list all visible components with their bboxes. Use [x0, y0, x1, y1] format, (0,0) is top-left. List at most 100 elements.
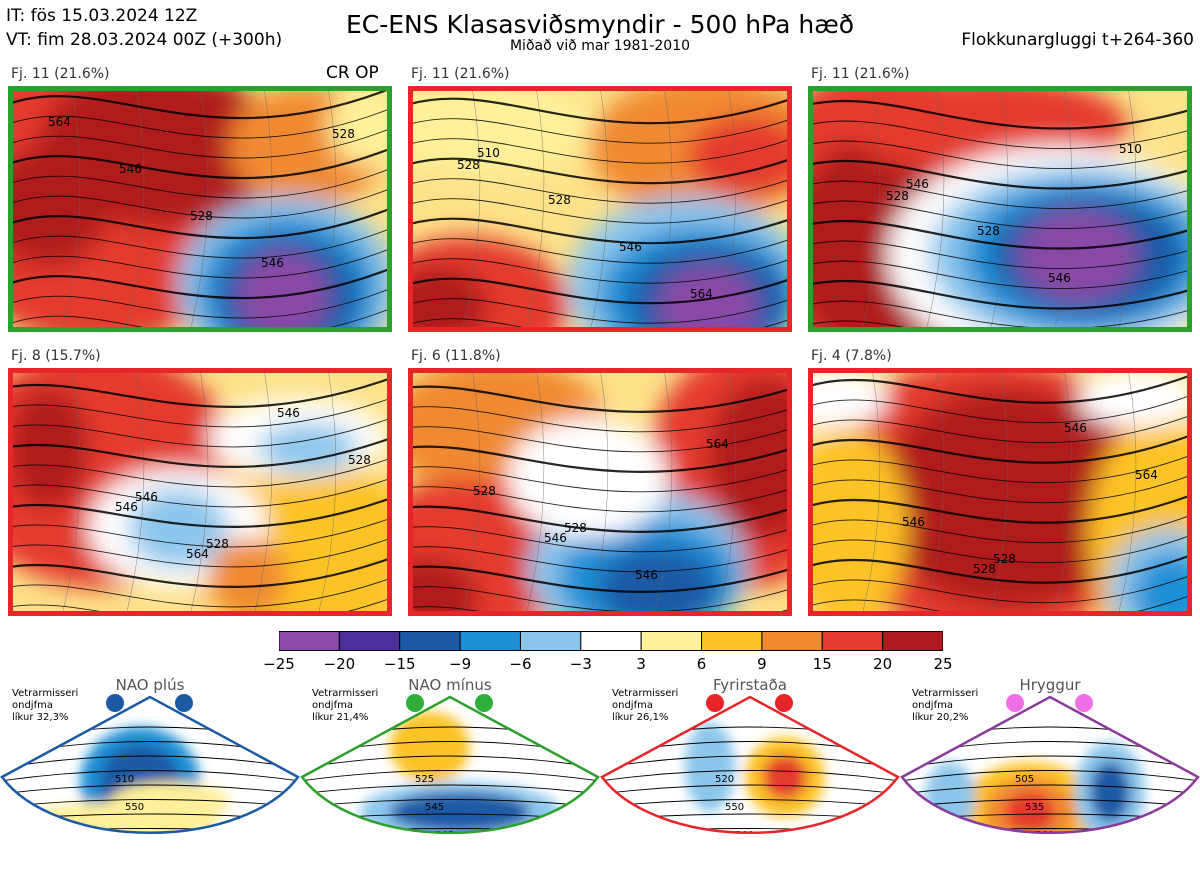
cluster-map-6: 528 546 564 546 528	[808, 368, 1192, 616]
cluster-map-3: 546 528 546 510 528	[808, 86, 1192, 332]
regime-map: 525 545 565	[300, 695, 600, 841]
contour-label: 528	[973, 562, 996, 576]
regime-probability-note: Vetrarmisseri ondjfma líkur 20,2%	[912, 688, 979, 723]
cluster-map-4: 546 528 546 528 546 564	[8, 368, 392, 616]
contour-label: 546	[635, 568, 658, 582]
contour-label: 546	[119, 162, 142, 176]
contour-label: 546	[544, 531, 567, 545]
colorbar-swatch	[338, 631, 401, 651]
page-subtitle: Miðað við mar 1981-2010	[509, 38, 691, 54]
colorbar-tick-label: −15	[383, 655, 416, 673]
regime-map: 505 535 560	[900, 695, 1200, 841]
contour-label: 546	[135, 490, 158, 504]
contour-label: 528	[977, 224, 1000, 238]
colorbar-tick-label: 20	[873, 655, 893, 673]
regime-contour-label: 535	[1025, 802, 1044, 813]
cluster-map-5: 528 546 564 528 546	[408, 368, 792, 616]
contour-label: 528	[886, 189, 909, 203]
contour-label: 528	[548, 193, 571, 207]
regime-contour-label: 510	[115, 774, 134, 785]
panel-1-label: Fj. 11 (21.6%)	[11, 66, 110, 82]
colorbar-swatch	[640, 631, 703, 651]
contour-label: 528	[332, 127, 355, 141]
regime-probability-note: Vetrarmisseri ondjfma líkur 32,3%	[12, 688, 79, 723]
contour-label: 546	[277, 406, 300, 420]
colorbar-tick-label: −3	[569, 655, 592, 673]
regime-contour-label: 505	[1015, 774, 1034, 785]
regime-probability-note: Vetrarmisseri ondjfma líkur 21,4%	[312, 688, 379, 723]
contour-label: 528	[564, 521, 587, 535]
regime-contour-label: 550	[725, 802, 744, 813]
contour-label: 546	[1048, 271, 1071, 285]
anomaly-colorbar	[279, 631, 943, 651]
valid-time-label: VT: fim 28.03.2024 00Z (+300h)	[6, 30, 283, 50]
classification-window-label: Flokkunargluggi t+264-360	[961, 30, 1194, 50]
colorbar-tick-label: −20	[323, 655, 356, 673]
contour-label: 510	[477, 146, 500, 160]
regime-marker-dot	[175, 694, 193, 712]
contour-label: 546	[115, 500, 138, 514]
panel-5-label: Fj. 6 (11.8%)	[411, 348, 501, 364]
contour-label: 528	[457, 158, 480, 172]
colorbar-swatch	[279, 631, 340, 651]
contour-label: 546	[1064, 421, 1087, 435]
colorbar-swatch	[459, 631, 521, 651]
regime-title: Hryggur	[1019, 676, 1081, 694]
regime-contour-label: 560	[735, 830, 754, 841]
contour-label: 564	[48, 115, 71, 129]
colorbar-tick-label: 15	[812, 655, 832, 673]
colorbar-swatch	[580, 631, 642, 651]
regime-marker-dot	[475, 694, 493, 712]
panel-1-extra-label: CR OP	[326, 63, 379, 83]
regime-map: 510 550	[0, 695, 300, 835]
regime-contour-label: 550	[125, 802, 144, 813]
regime-contour-label: 565	[435, 830, 454, 841]
colorbar-tick-label: −9	[449, 655, 472, 673]
colorbar-swatch	[821, 631, 884, 651]
colorbar-swatch	[882, 631, 943, 651]
regime-title: NAO mínus	[408, 676, 492, 694]
regime-map: 520 550 560	[600, 695, 900, 841]
regime-marker-dot	[775, 694, 793, 712]
regime-contour-label: 525	[415, 774, 434, 785]
regime-marker-dot	[1006, 694, 1024, 712]
colorbar-tick-label: 3	[636, 655, 646, 673]
contour-label: 564	[1135, 468, 1158, 482]
regime-contour-label: 545	[425, 802, 444, 813]
contour-label: 546	[619, 240, 642, 254]
panel-2-label: Fj. 11 (21.6%)	[411, 66, 510, 82]
contour-label: 510	[1119, 142, 1142, 156]
panel-3-label: Fj. 11 (21.6%)	[811, 66, 910, 82]
regime-marker-dot	[706, 694, 724, 712]
panel-4-label: Fj. 8 (15.7%)	[11, 348, 101, 364]
regime-marker-dot	[406, 694, 424, 712]
colorbar-tick-label: −6	[509, 655, 532, 673]
colorbar-swatch	[701, 631, 763, 651]
colorbar-tick-label: −25	[263, 655, 295, 673]
contour-label: 564	[186, 547, 209, 561]
regime-marker-dot	[106, 694, 124, 712]
regime-contour-label: 520	[715, 774, 734, 785]
panel-6-label: Fj. 4 (7.8%)	[811, 348, 892, 364]
initial-time-label: IT: fös 15.03.2024 12Z	[6, 6, 198, 26]
cluster-map-1: 564 546 528 546 528	[8, 86, 392, 332]
regime-title: NAO plús	[115, 676, 185, 694]
colorbar-tick-label: 6	[696, 655, 707, 673]
contour-label: 546	[906, 177, 929, 191]
contour-label: 528	[993, 552, 1016, 566]
page-title: EC-ENS Klasasviðsmyndir - 500 hPa hæð	[345, 10, 855, 39]
colorbar-tick-label: 9	[757, 655, 767, 673]
contour-label: 528	[190, 209, 213, 223]
contour-label: 546	[902, 515, 925, 529]
cluster-map-2: 510 528 546 564 528	[408, 86, 792, 332]
anomaly-field: 528 546 564 546 528	[808, 368, 1192, 616]
colorbar-swatch	[761, 631, 823, 651]
contour-label: 564	[690, 287, 713, 301]
regime-marker-dot	[1075, 694, 1093, 712]
contour-label: 564	[706, 437, 729, 451]
regime-contour-label: 560	[1035, 830, 1054, 841]
colorbar-swatch	[399, 631, 461, 651]
